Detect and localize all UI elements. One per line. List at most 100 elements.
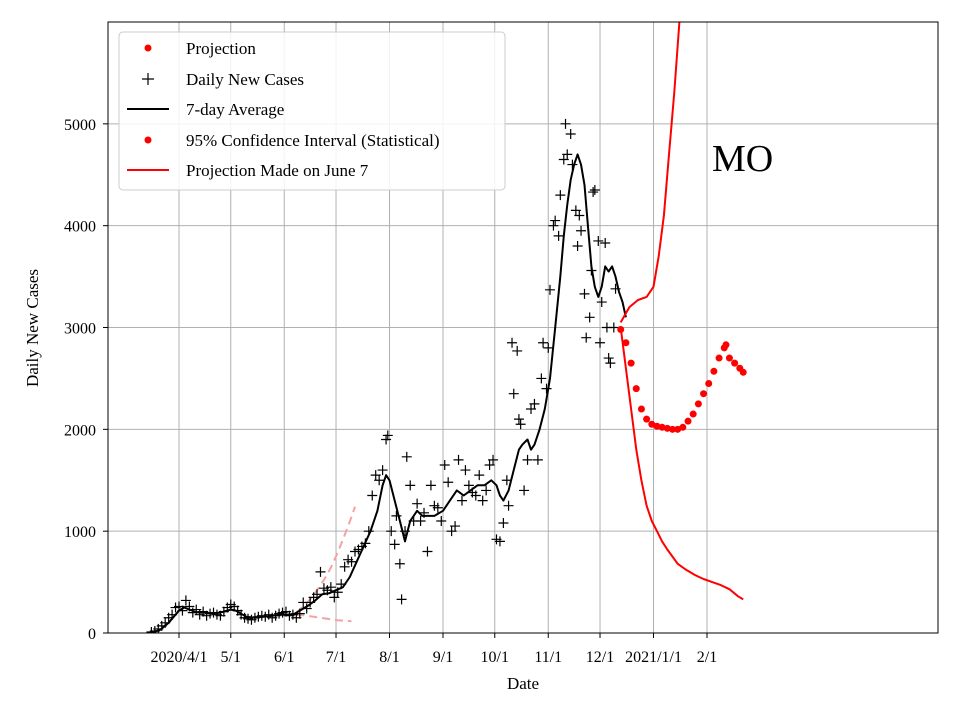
state-label: MO xyxy=(712,138,773,180)
projection-point xyxy=(679,423,687,431)
data-point-daily-case xyxy=(562,149,573,160)
data-point-daily-case xyxy=(553,230,564,241)
data-point-daily-case xyxy=(600,237,611,248)
x-tick-label: 2021/1/1 xyxy=(625,649,682,666)
data-point-daily-case xyxy=(593,235,604,246)
data-point-daily-case xyxy=(529,398,540,409)
series-line-projection-made-on-june-7 xyxy=(296,613,352,623)
data-point-daily-case xyxy=(572,241,583,252)
x-tick-label: 11/1 xyxy=(534,649,562,666)
x-tick-label: 2/1 xyxy=(697,649,717,666)
data-point-daily-case xyxy=(460,465,471,476)
data-point-daily-case xyxy=(394,558,405,569)
data-point-daily-case xyxy=(391,510,402,521)
tick-labels: 2020/4/1 5/1 6/1 7/1 8/1 9/1 10/1 11/1 12/1 2021/… xyxy=(64,117,717,666)
data-point-daily-case xyxy=(488,454,499,465)
legend-label-confidence-interval: 95% Confidence Interval (Statistical) xyxy=(186,131,440,150)
series-layer xyxy=(146,22,747,633)
data-point-daily-case xyxy=(415,515,426,526)
x-tick-label: 7/1 xyxy=(326,649,346,666)
data-point-daily-case xyxy=(574,210,585,221)
data-point-daily-case xyxy=(325,582,336,593)
y-tick-label: 2000 xyxy=(64,422,96,439)
data-point-daily-case xyxy=(405,480,416,491)
data-point-daily-case xyxy=(463,480,474,491)
data-point-daily-case xyxy=(432,502,443,513)
data-point-daily-case xyxy=(570,205,581,216)
x-tick-label: 9/1 xyxy=(433,649,453,666)
data-point-daily-case xyxy=(381,434,392,445)
data-point-daily-case xyxy=(377,465,388,476)
projection-point xyxy=(689,410,697,418)
series-line-95-confidence-interval-statistical xyxy=(619,22,681,323)
data-point-daily-case xyxy=(470,490,481,501)
legend-marker-dot xyxy=(144,136,152,144)
data-point-daily-case xyxy=(382,430,393,441)
data-point-daily-case xyxy=(526,403,536,414)
y-tick-label: 4000 xyxy=(64,219,96,236)
data-point-daily-case xyxy=(579,288,590,299)
data-point-daily-case xyxy=(544,284,555,295)
data-point-daily-case xyxy=(386,526,397,537)
projection-point xyxy=(653,422,661,430)
data-point-daily-case xyxy=(484,459,495,470)
legend-label-7-day-average: 7-day Average xyxy=(186,100,284,119)
data-point-daily-case xyxy=(443,477,454,488)
y-tick-label: 5000 xyxy=(64,117,96,134)
legend-entry-projection-june-7: Projection Made on June 7 xyxy=(127,161,369,180)
projection-point xyxy=(663,424,671,432)
legend-marker-plus xyxy=(142,73,154,85)
data-point-daily-case xyxy=(595,337,606,348)
legend-entry-daily-new-cases: Daily New Cases xyxy=(142,70,304,89)
series-line-7-day-average xyxy=(151,153,627,633)
data-point-daily-case xyxy=(370,470,381,481)
projection-point xyxy=(700,390,708,398)
data-point-daily-case xyxy=(367,490,378,501)
data-point-daily-case xyxy=(401,451,412,462)
data-point-daily-case xyxy=(439,459,450,470)
data-point-daily-case xyxy=(541,383,552,394)
data-point-daily-case xyxy=(396,594,407,605)
data-point-daily-case xyxy=(481,485,492,496)
data-point-daily-case xyxy=(425,480,436,491)
data-point-daily-case xyxy=(536,373,547,384)
projection-point xyxy=(739,368,747,376)
projection-point xyxy=(684,417,692,425)
data-point-daily-case xyxy=(603,353,614,364)
projection-point xyxy=(705,380,713,388)
data-point-daily-case xyxy=(329,592,340,603)
legend-entry-confidence-interval: 95% Confidence Interval (Statistical) xyxy=(144,131,440,150)
legend-box xyxy=(118,31,506,191)
data-point-daily-case xyxy=(339,561,350,572)
data-point-daily-case xyxy=(374,475,385,486)
data-point-daily-case xyxy=(515,419,526,430)
projection-point xyxy=(632,385,640,393)
x-tick-label: 5/1 xyxy=(221,649,241,666)
data-point-daily-case xyxy=(558,154,569,165)
projection-point xyxy=(694,400,702,408)
data-point-daily-case xyxy=(519,485,530,496)
data-point-daily-case xyxy=(315,566,326,577)
data-point-daily-case xyxy=(474,470,485,481)
data-point-daily-case xyxy=(422,546,433,557)
data-point-daily-case xyxy=(513,414,524,425)
x-tick-label: 12/1 xyxy=(586,649,614,666)
data-point-daily-case xyxy=(412,498,423,509)
y-tick-label: 0 xyxy=(88,626,96,643)
data-point-daily-case xyxy=(548,220,559,231)
data-point-daily-case xyxy=(507,337,518,348)
plot-frame xyxy=(107,21,939,634)
data-point-daily-case xyxy=(477,495,488,506)
data-point-daily-case xyxy=(543,342,554,353)
data-point-daily-case xyxy=(555,190,566,201)
x-tick-label: 2020/4/1 xyxy=(151,649,208,666)
data-point-daily-case xyxy=(565,129,576,140)
data-point-daily-case xyxy=(584,312,595,323)
data-point-daily-case xyxy=(446,526,457,537)
legend-marker-dot xyxy=(144,44,152,52)
data-point-daily-case xyxy=(576,225,587,236)
projection-point xyxy=(715,354,723,362)
data-point-daily-case xyxy=(550,215,561,226)
legend-label-projection-june-7: Projection Made on June 7 xyxy=(186,161,369,180)
